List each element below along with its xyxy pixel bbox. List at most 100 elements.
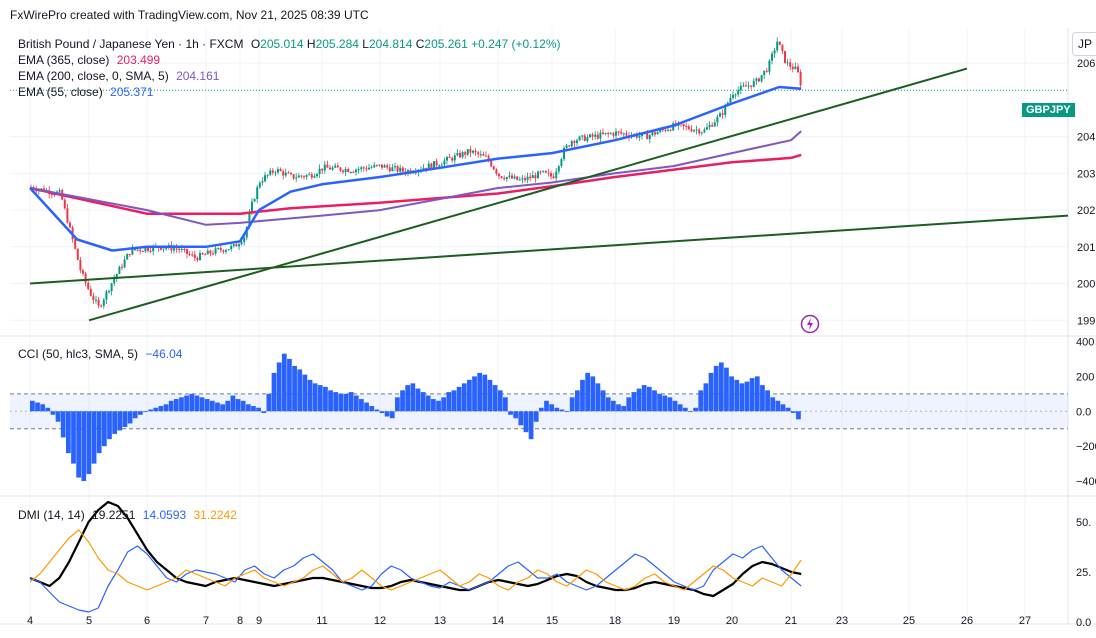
cci-bar — [713, 365, 719, 412]
candle-body — [638, 136, 641, 138]
candle-body — [586, 137, 589, 141]
candle-body — [435, 161, 438, 166]
candle-body — [516, 176, 519, 180]
candle-body — [485, 155, 487, 157]
candle-body — [609, 133, 612, 135]
price-legend: British Pound / Japanese Yen · 1h · FXCM… — [18, 36, 561, 100]
candle-body — [191, 254, 194, 256]
candle-body — [295, 177, 298, 179]
cci-bar — [646, 386, 652, 412]
candle-body — [326, 164, 329, 168]
cci-bar — [580, 379, 585, 412]
cci-bar — [538, 407, 544, 412]
cci-bar — [50, 411, 56, 415]
candle-body — [110, 283, 113, 292]
candle-body — [305, 175, 308, 178]
candle-body — [737, 90, 740, 95]
candle-body — [492, 166, 495, 170]
candle-body — [394, 166, 396, 168]
candle-body — [89, 288, 92, 296]
cci-bar — [621, 406, 626, 412]
candle-body — [695, 129, 698, 131]
ema55-value: 205.371 — [110, 85, 154, 99]
cci-bar — [446, 392, 452, 412]
cci-bar — [307, 379, 313, 412]
price-pane[interactable] — [10, 37, 1069, 322]
high-value: 205.284 — [315, 37, 359, 51]
cci-bar — [533, 411, 539, 422]
trendline-2 — [29, 214, 1069, 285]
candle-body — [646, 133, 649, 140]
currency-button[interactable]: JP — [1072, 32, 1096, 56]
grid-layer — [0, 28, 1096, 625]
candle-body — [711, 124, 714, 127]
symbol-tag[interactable]: GBPJPY — [1022, 103, 1075, 117]
cci-bar — [657, 393, 662, 412]
candle-body — [217, 248, 220, 250]
cci-bar — [338, 393, 344, 412]
cci-bar — [389, 411, 395, 419]
cci-bar — [194, 395, 200, 412]
x-tick-label: 8 — [237, 615, 243, 627]
candle-body — [50, 194, 53, 196]
cci-bar — [323, 386, 328, 412]
candle-body — [303, 176, 305, 178]
candle-body — [92, 295, 95, 301]
candle-body — [342, 170, 344, 173]
candle-body — [227, 249, 230, 251]
candle-body — [503, 177, 506, 180]
candle-body — [84, 273, 87, 283]
cci-bar — [179, 397, 184, 412]
candle-body — [487, 156, 490, 161]
cci-bar — [137, 411, 143, 415]
cci-pane[interactable] — [10, 353, 1068, 482]
cci-label: CCI (50, hlc3, SMA, 5) — [18, 347, 139, 361]
candle-body — [453, 155, 456, 161]
cci-bar — [143, 411, 148, 413]
candle-body — [734, 94, 737, 96]
candle-body — [136, 249, 139, 251]
dmi-label: DMI (14, 14) — [18, 508, 85, 522]
candle-body — [196, 257, 199, 261]
candle-body — [591, 134, 594, 137]
cci-axis-label: 0.0 — [1076, 406, 1091, 418]
candle-body — [443, 160, 446, 165]
candle-body — [308, 174, 311, 176]
candle-body — [121, 266, 123, 268]
lightning-icon[interactable] — [800, 314, 820, 334]
cci-bar — [101, 411, 107, 447]
candle-body — [446, 157, 448, 161]
cci-bar — [333, 392, 339, 412]
candle-body — [152, 246, 155, 252]
candle-body — [53, 194, 56, 196]
candle-body — [667, 129, 669, 131]
cci-bar — [682, 407, 688, 412]
cci-bar — [317, 385, 323, 412]
candle-body — [115, 274, 118, 279]
dmi-pane[interactable] — [29, 500, 802, 613]
cci-bar — [312, 383, 318, 412]
cci-bar — [626, 397, 632, 412]
candle-body — [552, 176, 555, 179]
cci-bar — [729, 376, 734, 412]
cci-bar — [158, 406, 164, 412]
cci-bar — [796, 411, 801, 420]
cci-axis-label: 200 — [1076, 371, 1094, 383]
cci-bar — [662, 395, 668, 412]
candle-body — [82, 270, 84, 274]
candle-body — [524, 178, 526, 181]
candle-body — [118, 266, 121, 275]
ema365-value: 203.499 — [116, 53, 161, 67]
cci-bar — [595, 383, 601, 412]
cci-bar — [292, 365, 297, 412]
cci-bar — [513, 411, 519, 419]
candle-body — [355, 169, 357, 173]
candle-body — [716, 116, 719, 123]
candle-body — [240, 242, 243, 245]
candle-body — [742, 85, 745, 87]
cci-bar — [431, 399, 436, 412]
ohlc-row: British Pound / Japanese Yen · 1h · FXCM… — [18, 36, 561, 52]
candle-body — [563, 147, 565, 159]
candle-body — [347, 169, 350, 173]
open-label: O — [250, 37, 261, 51]
